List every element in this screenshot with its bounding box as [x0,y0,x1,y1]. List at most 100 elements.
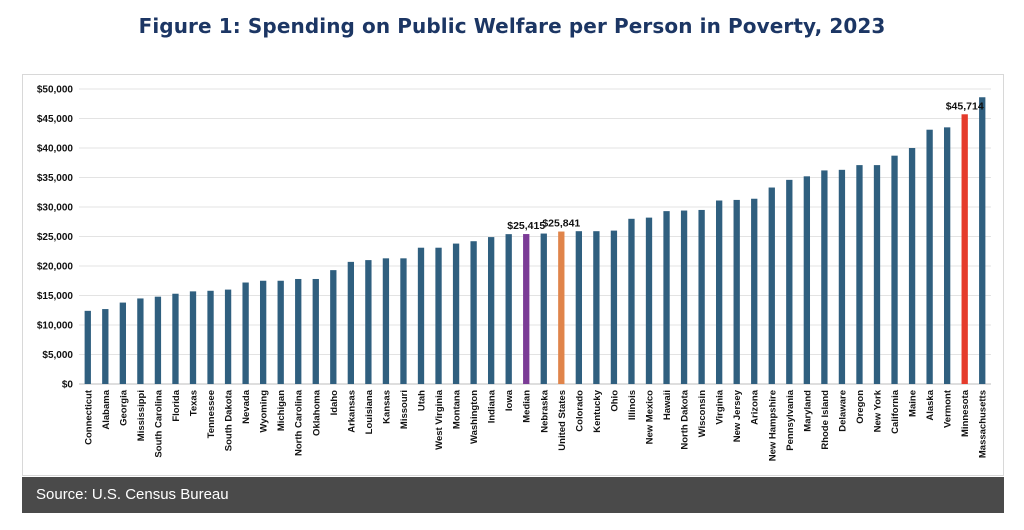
bar [961,114,968,384]
bar [645,217,653,384]
bar [715,200,723,384]
category-label: Washington [469,390,480,444]
bar [698,209,705,384]
chart-title: Figure 1: Spending on Public Welfare per… [138,14,886,38]
bar [926,129,933,384]
category-label: New Jersey [732,389,743,442]
bar [470,241,477,384]
bar [751,198,758,384]
bar [523,234,530,384]
category-label: Idaho [329,390,340,416]
category-label: West Virginia [434,389,445,450]
category-label: Illinois [627,390,638,420]
category-label: New Mexico [645,390,656,445]
bar [786,179,793,384]
bar [207,290,214,384]
category-label: Nebraska [539,389,550,432]
category-label: Wisconsin [697,390,708,438]
bar [768,187,775,384]
bar [330,270,337,384]
category-label: Ohio [609,390,620,412]
category-label: Tennessee [206,390,217,438]
category-label: Virginia [715,389,726,424]
y-tick-label: $35,000 [37,173,74,184]
bar [312,278,319,384]
data-label: $45,714 [946,100,984,112]
bar [680,210,688,384]
category-label: Indiana [487,389,498,423]
bar [873,165,881,384]
category-label: Alaska [925,389,936,420]
category-label: Pennsylvania [785,389,796,450]
category-label: Michigan [276,390,287,431]
bar [347,261,355,384]
y-tick-label: $40,000 [37,144,74,155]
bar [259,280,267,384]
category-label: Alabama [101,389,112,429]
chart-area: $0 $5,000 $10,000 $15,000 $20,000 $25,000 $30,… [22,74,1004,476]
category-label: Massachusetts [978,390,989,458]
category-label: New Hampshire [767,390,778,461]
category-label: Louisiana [364,389,375,434]
bar [487,237,495,384]
bar [733,199,740,384]
bar [295,278,302,384]
bar [417,247,425,384]
bar [540,233,547,384]
bar [382,258,390,384]
category-label: Hawaii [662,390,673,420]
bar [943,127,951,384]
category-label: South Dakota [224,389,235,451]
category-label: Iowa [504,389,515,411]
bar [172,293,179,384]
category-label: Montana [452,389,463,429]
bar [891,155,898,384]
bar [102,309,109,384]
category-label: Texas [189,390,200,416]
bar [452,243,460,384]
bar [137,298,144,384]
bar [575,231,583,384]
category-label: South Carolina [153,389,164,457]
y-tick-label: $10,000 [37,321,74,332]
category-label: Vermont [943,389,954,428]
category-label: Kansas [381,390,392,424]
y-tick-label: $25,000 [37,232,74,243]
bar [505,234,512,384]
category-label: Mississippi [136,390,147,441]
bar [610,230,618,384]
bar [277,280,284,384]
category-label: Utah [417,390,428,411]
bar [558,231,565,384]
category-label: United States [557,390,568,451]
bar [400,258,407,384]
category-label: New York [873,389,884,432]
category-label: Arkansas [346,390,357,433]
category-label: Maine [908,390,919,417]
category-label: Arizona [750,389,761,425]
bar [979,97,986,384]
category-label: Minnesota [960,389,971,437]
category-label: North Dakota [680,389,691,449]
bar [821,170,828,384]
bar [224,289,232,384]
category-label: North Carolina [294,389,305,456]
y-tick-label: $20,000 [37,262,74,273]
bar [154,296,162,384]
bar [593,231,600,384]
source-footer: Source: U.S. Census Bureau [22,477,1004,513]
y-tick-label: $50,000 [37,85,74,96]
y-tick-label: $0 [62,380,74,391]
category-label: Georgia [118,389,129,426]
category-label: Delaware [837,390,848,432]
category-label: Median [522,390,533,423]
bar [119,302,127,384]
category-label: Maryland [802,390,813,432]
y-tick-label: $15,000 [37,291,74,302]
bar [365,260,372,384]
bar [189,291,197,384]
data-label: $25,841 [542,218,580,230]
category-label: California [890,389,901,434]
bar [435,247,442,384]
category-label: Missouri [399,390,410,429]
